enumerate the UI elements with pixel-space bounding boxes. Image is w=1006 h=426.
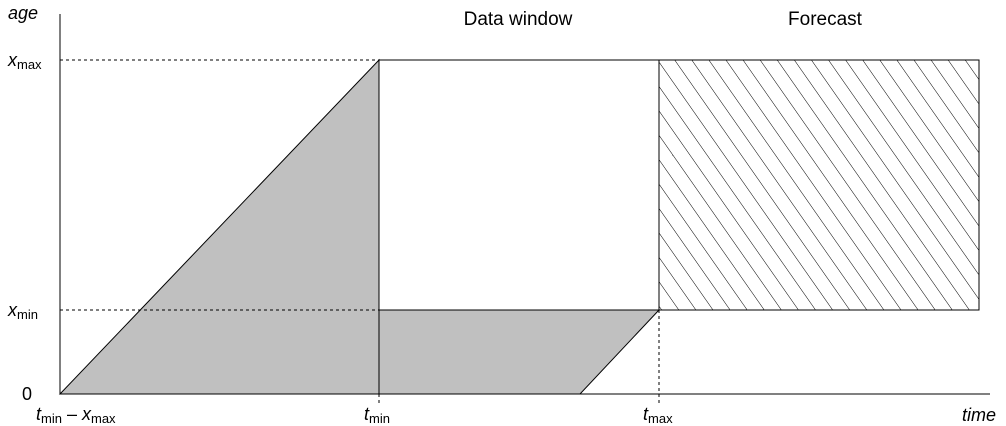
x-tick-t-min: tmin (364, 404, 390, 426)
forecast-box (658, 59, 980, 311)
x-tick-t-max: tmax (643, 404, 673, 426)
shaded-triangle-region (58, 58, 380, 395)
y-tick-x-min: xmin (7, 300, 38, 322)
data-window-box (378, 59, 660, 311)
data-window-header: Data window (464, 9, 573, 30)
y-tick-zero: 0 (22, 384, 32, 404)
y-tick-x-max: xmax (7, 50, 42, 72)
x-axis-label: time (962, 405, 996, 425)
x-tick-t-min-minus-x-max: tmin – xmax (36, 404, 116, 426)
forecast-header: Forecast (788, 9, 863, 30)
y-axis-label: age (8, 3, 38, 23)
shaded-parallelogram-region (378, 309, 661, 395)
